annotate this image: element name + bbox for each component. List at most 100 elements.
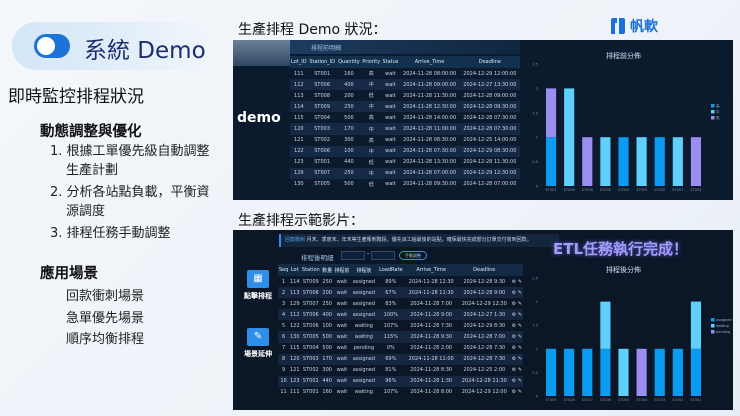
bar-ST008-低 bbox=[582, 137, 593, 186]
y-tick-label: 2 bbox=[536, 87, 538, 91]
settings-icon[interactable]: ⚙ bbox=[511, 289, 518, 296]
bar-ST001-低 bbox=[545, 88, 557, 138]
table-cell: 低 bbox=[368, 159, 374, 166]
table-cell: 2024-12-28 9:00 bbox=[457, 287, 511, 299]
table-cell: 2024-12-27 13:30:00 bbox=[459, 79, 520, 91]
table-cell: 200 bbox=[344, 92, 354, 99]
legend-swatch bbox=[711, 110, 715, 114]
table-cell: 129 bbox=[289, 300, 300, 307]
edit-icon[interactable]: ✎ bbox=[517, 311, 523, 318]
edit-icon[interactable]: ✎ bbox=[517, 278, 523, 285]
column-header: Lot bbox=[290, 267, 299, 273]
etl-complete-message: ETL任務執行完成！ bbox=[553, 240, 689, 258]
table-cell: 121 bbox=[294, 137, 304, 144]
legend-swatch bbox=[711, 116, 715, 120]
table-row: 123 ST001 440 低 wait 2024-11-28 13:30:00 2024-… bbox=[290, 157, 520, 168]
settings-icon[interactable]: ⚙ bbox=[511, 322, 518, 329]
edit-icon[interactable]: ✎ bbox=[517, 378, 523, 385]
banner-tag: 回款衝刺 bbox=[285, 237, 306, 243]
table-cell: 2024-11-28 14:00:00 bbox=[403, 114, 457, 121]
table-cell: 115 bbox=[289, 345, 300, 352]
chart-title: 排程後分佈 bbox=[606, 265, 641, 274]
bar-ST004-pending bbox=[636, 348, 647, 396]
bar-ST008-assigned bbox=[564, 348, 575, 396]
list-item: 3. 排程任務手動調整 bbox=[50, 226, 171, 241]
settings-icon[interactable]: ⚙ bbox=[511, 311, 518, 318]
settings-icon[interactable]: ⚙ bbox=[511, 378, 518, 385]
settings-icon[interactable]: ⚙ bbox=[511, 345, 518, 352]
edit-icon[interactable]: ✎ bbox=[517, 345, 523, 352]
edit-icon[interactable]: ✎ bbox=[517, 334, 523, 341]
table-cell: wait bbox=[333, 331, 351, 343]
table-row: 8 120 ST003 170 wait assigned 69% 2024-11-28 11… bbox=[278, 353, 523, 365]
table-cell: 5 bbox=[281, 322, 286, 329]
settings-icon[interactable]: ⚙ bbox=[511, 334, 518, 341]
table-cell: 112 bbox=[289, 309, 301, 321]
table-row: 5 122 ST006 100 wait waiting 107% 2024-11-28 7:… bbox=[278, 320, 523, 331]
table-cell: wait bbox=[336, 345, 348, 352]
table-cell: ST001 bbox=[314, 70, 331, 77]
settings-icon[interactable]: ⚙ bbox=[511, 278, 518, 285]
settings-icon[interactable]: ⚙ bbox=[511, 389, 518, 396]
after-chart: 排程後分佈 0 0.5 1 1.5 2 2.5 ST009 ST008 ST007 ST006 ST0… bbox=[532, 265, 731, 402]
table-cell: 120 bbox=[290, 123, 308, 135]
list-item: 回款衝刺場景 bbox=[66, 289, 145, 304]
table-row: 114 ST009 250 中 wait 2024-11-28 12:30:00 2024-… bbox=[290, 101, 520, 113]
settings-icon[interactable]: ⚙ bbox=[511, 367, 518, 374]
y-tick-label: 2 bbox=[536, 300, 538, 304]
column-header: Deadline bbox=[473, 267, 496, 273]
table-cell: ST009 bbox=[307, 101, 337, 113]
table-row: 129 ST007 250 中 wait 2024-11-28 07:00:00 2024-… bbox=[290, 167, 520, 179]
table-cell: 2024-11-28 11:30 bbox=[404, 287, 458, 299]
legend-swatch bbox=[711, 318, 715, 322]
edit-icon[interactable]: ✎ bbox=[517, 367, 523, 374]
scenario-extend-button[interactable]: ✎ 場景延伸 bbox=[238, 328, 278, 359]
toggle-icon bbox=[34, 34, 70, 58]
table-cell: 6 bbox=[278, 331, 290, 343]
column-header: Station_ID bbox=[309, 59, 335, 65]
table-cell: 200 bbox=[321, 287, 334, 299]
legend-label: 低 bbox=[716, 115, 720, 120]
edit-icon[interactable]: ✎ bbox=[517, 300, 523, 307]
table-cell: 500 bbox=[321, 331, 334, 343]
manual-adjust-button[interactable]: 手動調整 bbox=[399, 251, 427, 260]
table-cell: 8 bbox=[278, 353, 290, 365]
schedule-button[interactable]: ▦ 點擊排程 bbox=[238, 270, 278, 301]
table-cell: 2024-12-28 7:30 bbox=[463, 345, 506, 352]
x-tick-label: ST003 bbox=[654, 398, 665, 402]
table-cell: assigned bbox=[352, 278, 375, 285]
table-cell: ST005 bbox=[314, 181, 331, 188]
edit-icon[interactable]: ✎ bbox=[517, 389, 523, 396]
table-cell: 高 bbox=[368, 71, 374, 78]
settings-icon[interactable]: ⚙ bbox=[511, 300, 518, 307]
table-cell: 2024-12-28 07:30:00 bbox=[463, 114, 517, 121]
table-cell: 83% bbox=[385, 300, 397, 307]
table-cell: ST001 bbox=[300, 375, 322, 387]
legend-swatch bbox=[711, 324, 715, 328]
table-cell: wait bbox=[333, 353, 351, 365]
section2-title: 應用場景 bbox=[40, 266, 98, 282]
range-start-input[interactable] bbox=[341, 251, 365, 260]
bar-ST007-assigned bbox=[582, 348, 593, 396]
row-actions: ⚙ ✎ bbox=[511, 365, 523, 376]
y-tick-label: 1.5 bbox=[532, 111, 538, 115]
table-cell: 2024-11-28 9:30 bbox=[404, 331, 458, 343]
table-cell: 120 bbox=[289, 353, 301, 365]
table-cell: 2024-11-28 7:30 bbox=[410, 322, 453, 329]
range-end-input[interactable] bbox=[371, 251, 395, 260]
table-cell: ST001 bbox=[302, 389, 319, 396]
table-cell: 2024-12-28 07:30:00 bbox=[459, 123, 520, 135]
table-cell: wait bbox=[336, 278, 348, 285]
table-cell: 115% bbox=[376, 331, 405, 343]
bar-ST007-中 bbox=[672, 137, 683, 186]
column-header: Deadline bbox=[478, 59, 501, 65]
edit-icon[interactable]: ✎ bbox=[517, 289, 523, 296]
table-cell: 400 bbox=[321, 309, 334, 321]
settings-icon[interactable]: ⚙ bbox=[511, 356, 518, 363]
edit-icon[interactable]: ✎ bbox=[517, 322, 523, 329]
table-cell: wait bbox=[336, 389, 348, 396]
edit-icon[interactable]: ✎ bbox=[517, 356, 523, 363]
bar-ST009-assigned bbox=[545, 348, 557, 396]
table-cell: 2024-11-28 2:00 bbox=[410, 345, 453, 352]
calendar-icon: ▦ bbox=[247, 270, 269, 288]
